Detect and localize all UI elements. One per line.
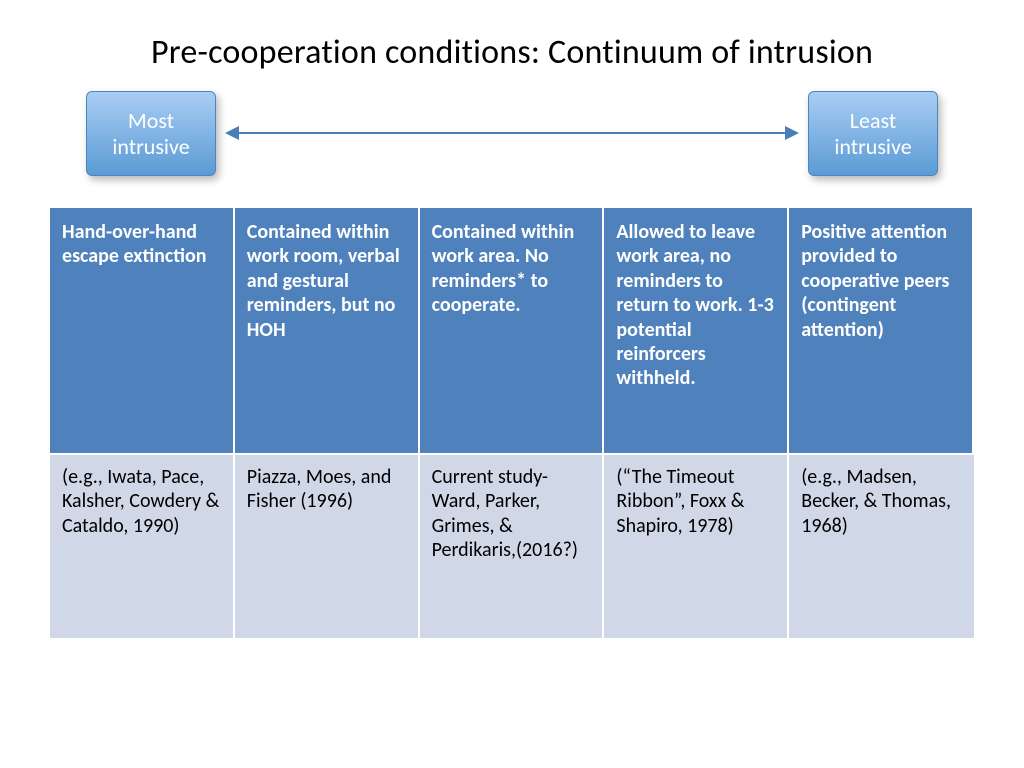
table-cell: (e.g., Madsen, Becker, & Thomas, 1968): [789, 453, 974, 638]
table-header: Positive attention provided to cooperati…: [789, 208, 974, 453]
arrow-line: [237, 132, 787, 134]
continuum-row: Most intrusive Least intrusive: [50, 91, 974, 186]
table-header: Contained within work room, verbal and g…: [235, 208, 420, 453]
table-header: Allowed to leave work area, no reminders…: [604, 208, 789, 453]
table-cell: (e.g., Iwata, Pace, Kalsher, Cowdery & C…: [50, 453, 235, 638]
page-title: Pre-cooperation conditions: Continuum of…: [50, 32, 974, 73]
table-cell: Piazza, Moes, and Fisher (1996): [235, 453, 420, 638]
endpoint-most-intrusive: Most intrusive: [86, 91, 216, 176]
arrow-right-icon: [785, 126, 799, 140]
slide: Pre-cooperation conditions: Continuum of…: [0, 0, 1024, 768]
conditions-table: Hand-over-hand escape extinction Contain…: [50, 208, 974, 638]
endpoint-left-label: Most intrusive: [91, 108, 211, 159]
table-header: Contained within work area. No reminders…: [420, 208, 605, 453]
endpoint-least-intrusive: Least intrusive: [808, 91, 938, 176]
table-cell: (“The Timeout Ribbon”, Foxx & Shapiro, 1…: [604, 453, 789, 638]
table-header: Hand-over-hand escape extinction: [50, 208, 235, 453]
continuum-arrow: [225, 131, 799, 135]
endpoint-right-label: Least intrusive: [813, 108, 933, 159]
table-cell: Current study- Ward, Parker, Grimes, & P…: [420, 453, 605, 638]
